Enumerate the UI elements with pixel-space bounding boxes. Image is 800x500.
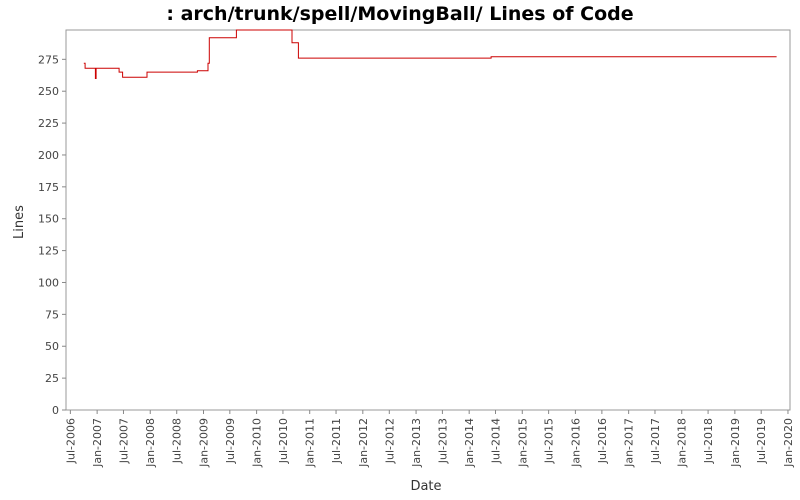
y-tick-label: 125 [38, 245, 59, 258]
x-tick-label: Jul-2012 [383, 418, 396, 464]
x-tick-label: Jul-2009 [224, 418, 237, 464]
x-tick-label: Jan-2007 [91, 418, 104, 468]
x-tick-label: Jul-2006 [64, 418, 77, 464]
x-tick-label: Jul-2007 [117, 418, 130, 464]
y-tick-label: 0 [52, 404, 59, 417]
x-axis-label: Date [410, 479, 441, 494]
y-tick-label: 175 [38, 181, 59, 194]
y-tick-label: 250 [38, 85, 59, 98]
x-tick-label: Jan-2015 [516, 418, 529, 468]
x-tick-label: Jan-2018 [676, 418, 689, 468]
y-axis-label: Lines [12, 205, 27, 239]
y-tick-label: 50 [45, 340, 59, 353]
x-tick-label: Jul-2008 [171, 418, 184, 464]
x-tick-label: Jan-2013 [410, 418, 423, 468]
x-tick-label: Jan-2009 [197, 418, 210, 468]
y-tick-label: 75 [45, 308, 59, 321]
y-tick-label: 100 [38, 276, 59, 289]
x-tick-label: Jan-2014 [463, 418, 476, 468]
y-tick-label: 150 [38, 213, 59, 226]
series-layer [83, 29, 777, 79]
series-line [83, 29, 777, 79]
plot-area [65, 29, 791, 411]
x-tick-label: Jul-2019 [755, 418, 768, 464]
x-tick-label: Jan-2017 [623, 418, 636, 468]
y-tick-label: 225 [38, 117, 59, 130]
y-tick-label: 275 [38, 53, 59, 66]
x-tick-label: Jan-2011 [304, 418, 317, 468]
y-tick-label: 25 [45, 372, 59, 385]
x-tick-label: Jul-2014 [490, 418, 503, 464]
x-tick-label: Jul-2016 [596, 418, 609, 464]
x-tick-label: Jan-2012 [357, 418, 370, 468]
x-tick-label: Jan-2010 [251, 418, 264, 468]
x-tick-label: Jul-2017 [649, 418, 662, 464]
x-tick-label: Jan-2020 [782, 418, 795, 468]
x-tick-label: Jul-2018 [702, 418, 715, 464]
chart-title: : arch/trunk/spell/MovingBall/ Lines of … [166, 3, 633, 25]
x-tick-label: Jan-2016 [569, 418, 582, 468]
x-tick-label: Jul-2010 [277, 418, 290, 464]
x-tick-label: Jan-2008 [144, 418, 157, 468]
x-tick-label: Jan-2019 [729, 418, 742, 468]
x-tick-label: Jul-2011 [330, 418, 343, 464]
axis-ticks: 0 25 50 75 100 125 150 175 200 225 250 275 Jul-2006 J… [38, 53, 795, 468]
y-tick-label: 200 [38, 149, 59, 162]
x-tick-label: Jul-2015 [543, 418, 556, 464]
x-tick-label: Jul-2013 [436, 418, 449, 464]
